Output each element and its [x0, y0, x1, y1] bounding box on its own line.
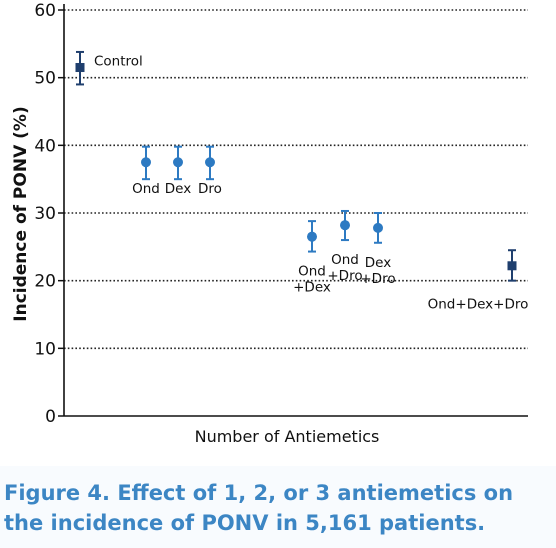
- marker: [75, 63, 85, 73]
- point-dro: [205, 145, 215, 181]
- point-label-line: Ond+Dex+Dro: [428, 297, 529, 313]
- point-ond-dro: [340, 209, 350, 242]
- marker: [205, 157, 215, 168]
- marker: [373, 222, 383, 233]
- point-control: [75, 50, 85, 86]
- point-label-line: Control: [94, 54, 143, 70]
- marker: [173, 157, 183, 168]
- point-ond: [141, 145, 151, 181]
- point-ond-dex: [307, 220, 317, 253]
- y-tick-label-0: 0: [45, 407, 56, 427]
- y-tick-label-10: 10: [34, 339, 56, 359]
- figure-caption: Figure 4. Effect of 1, 2, or 3 antiemeti…: [0, 466, 556, 548]
- point-label-line: +Dro: [327, 268, 362, 284]
- point-label-line: Ond: [132, 181, 160, 197]
- point-dex-dro: [373, 212, 383, 244]
- grid: [64, 9, 528, 350]
- marker: [141, 157, 151, 168]
- y-tick-label-20: 20: [34, 272, 56, 292]
- point-label: Ond+Dex+Dro: [428, 297, 529, 313]
- point-label-line: +Dro: [360, 271, 395, 287]
- y-axis-label: Incidence of PONV (%): [11, 106, 31, 321]
- point-label: Ond +Dro: [327, 252, 362, 284]
- axes: [58, 4, 528, 417]
- point-label-line: Dex: [365, 255, 391, 271]
- point-label: Ond +Dex: [293, 264, 331, 296]
- point-label-line: +Dex: [293, 280, 331, 296]
- y-tick-labels: 0 10 20 30 40 50 60: [34, 1, 56, 427]
- y-tick-label-40: 40: [34, 136, 56, 156]
- y-tick-label-50: 50: [34, 69, 56, 89]
- marker: [307, 231, 317, 242]
- point-label-line: Dex: [165, 181, 191, 197]
- marker: [507, 261, 517, 271]
- point-label-line: Ond: [331, 252, 359, 268]
- point-label: Dro: [198, 181, 222, 197]
- point-label: Control: [94, 54, 143, 70]
- point-ond-dex-dro: [507, 249, 517, 282]
- point-label-line: Dro: [198, 181, 222, 197]
- point-label: Dex +Dro: [360, 255, 395, 287]
- marker: [340, 220, 350, 231]
- point-label: Dex: [165, 181, 191, 197]
- data-points: [75, 50, 517, 282]
- y-tick-label-30: 30: [34, 204, 56, 224]
- caption-text: Figure 4. Effect of 1, 2, or 3 antiemeti…: [4, 481, 514, 535]
- x-axis-label: Number of Antiemetics: [195, 427, 380, 446]
- point-dex: [173, 145, 183, 181]
- point-label-line: Ond: [298, 264, 326, 280]
- y-tick-label-60: 60: [34, 1, 56, 21]
- point-label: Ond: [132, 181, 160, 197]
